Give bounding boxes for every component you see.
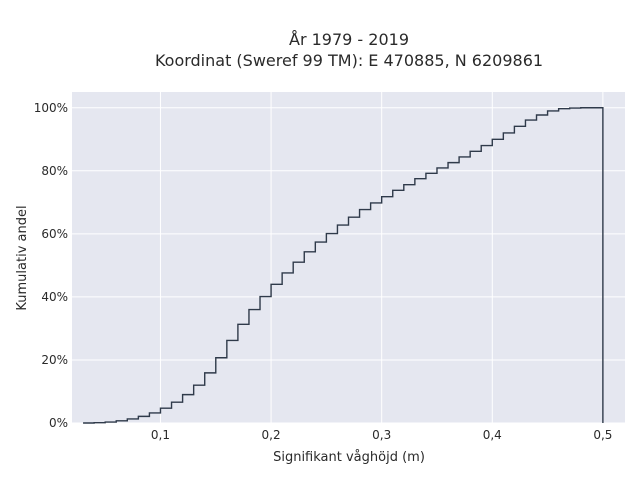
x-axis-label: Signifikant våghöjd (m) xyxy=(273,450,425,465)
y-tick-label: 100% xyxy=(34,101,68,115)
y-tick-label: 20% xyxy=(41,353,68,367)
y-tick-label: 0% xyxy=(49,416,68,430)
plot-area xyxy=(72,92,625,423)
chart-title-line2: Koordinat (Sweref 99 TM): E 470885, N 62… xyxy=(155,51,543,70)
x-tick-label: 0,2 xyxy=(262,428,281,442)
series-layer xyxy=(83,107,604,424)
x-tick-label: 0,5 xyxy=(593,428,612,442)
y-tick-label: 40% xyxy=(41,290,68,304)
y-tick-label: 60% xyxy=(41,227,68,241)
y-axis-label: Kumulativ andel xyxy=(15,205,30,310)
x-tick-label: 0,3 xyxy=(372,428,391,442)
chart-title-line1: År 1979 - 2019 xyxy=(289,30,409,49)
tick-labels: 0,1 0,2 0,3 0,4 0,5 0% 20% 40% 60% 80% 100% xyxy=(34,101,613,442)
y-tick-label: 80% xyxy=(41,164,68,178)
x-tick-label: 0,4 xyxy=(483,428,502,442)
ecdf-step-line xyxy=(83,107,604,424)
x-tick-label: 0,1 xyxy=(151,428,170,442)
